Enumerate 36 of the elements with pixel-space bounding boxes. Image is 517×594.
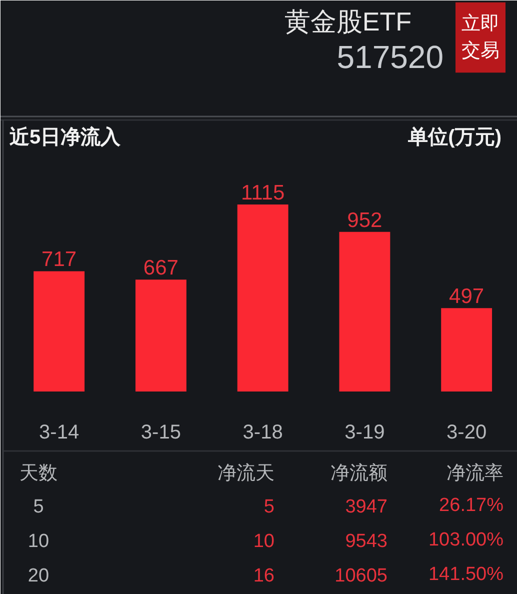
text: 10605: [334, 566, 388, 586]
text: 5: [33, 496, 44, 518]
text: 黄金股ETF: [284, 6, 412, 36]
text: 净流天: [218, 462, 274, 484]
data-label: 952: [347, 208, 382, 232]
data-label: 497: [449, 285, 484, 308]
text: 103.00%: [428, 530, 504, 550]
x-tick-label: 3-15: [140, 422, 181, 444]
text: 26.17%: [439, 495, 504, 516]
bar: [237, 204, 288, 392]
bar: [441, 308, 492, 392]
text: 10: [28, 531, 50, 552]
x-tick-label: 3-19: [344, 422, 385, 444]
text: 立即交易: [462, 12, 500, 62]
data-label: 717: [42, 248, 77, 272]
text: 16: [253, 566, 275, 586]
text: 5: [264, 496, 275, 518]
bar: [339, 232, 390, 392]
chart-title: 近5日净流入: [8, 126, 122, 148]
text: 517520: [336, 39, 444, 75]
text: 3947: [345, 496, 388, 518]
text: 9543: [345, 531, 388, 552]
text: 净流率: [446, 462, 504, 484]
x-tick-label: 3-18: [242, 422, 283, 444]
data-label: 1115: [241, 182, 285, 204]
text: 单位(万元): [407, 126, 502, 148]
text: 141.50%: [428, 564, 504, 585]
text: 净流额: [330, 462, 388, 484]
x-tick-label: 3-20: [446, 422, 487, 444]
bar: [135, 280, 186, 392]
bar: [34, 271, 85, 392]
text: 天数: [20, 463, 58, 484]
data-label: 667: [143, 256, 178, 280]
text: 20: [28, 566, 50, 586]
text: 10: [253, 531, 275, 552]
x-tick-label: 3-14: [39, 422, 80, 444]
